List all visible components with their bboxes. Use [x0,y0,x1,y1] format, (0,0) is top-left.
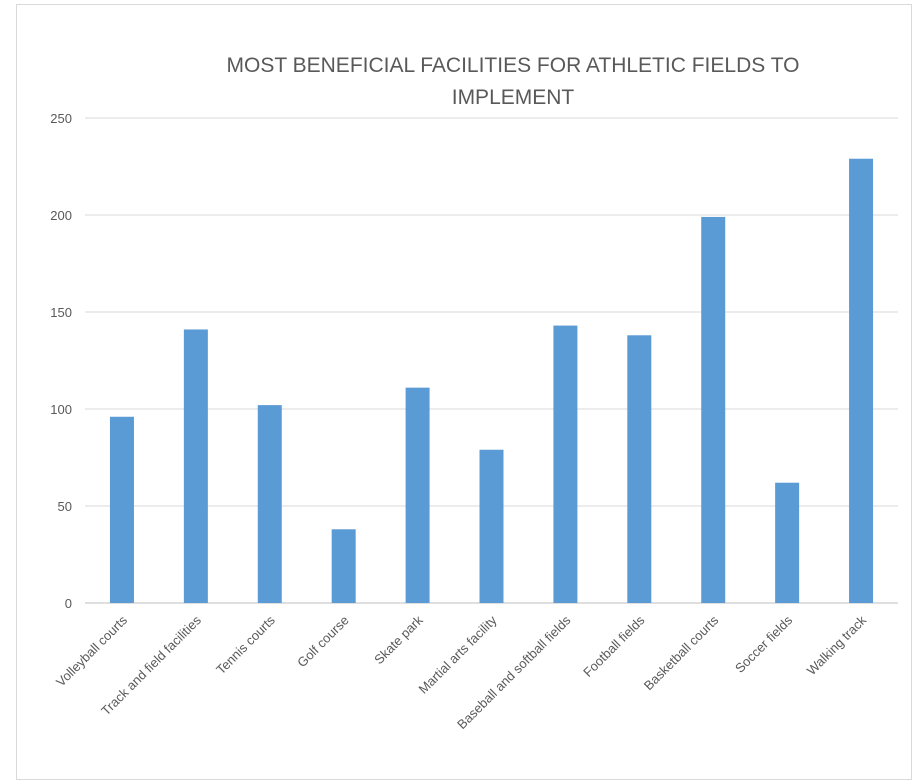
x-tick-label: Volleyball courts [53,612,130,689]
x-tick-label: Walking track [804,612,870,678]
bar [775,482,800,603]
bar [627,335,652,603]
bar [553,325,578,603]
bar [257,405,282,603]
x-tick-label: Soccer fields [732,612,796,676]
chart-title-line-2: IMPLEMENT [452,86,575,109]
x-tick-label: Skate park [371,612,426,667]
y-tick-label: 150 [50,305,72,320]
gridlines [85,117,898,604]
bar [109,416,134,603]
bar [183,329,208,603]
y-axis-ticks: 0 50 100 150 200 250 [50,111,72,611]
bars [109,158,874,604]
x-tick-label: Martial arts facility [415,612,500,697]
chart-title-line-1: MOST BENEFICIAL FACILITIES FOR ATHLETIC … [227,54,800,77]
y-tick-label: 200 [50,208,72,223]
y-tick-label: 50 [58,499,72,514]
y-tick-label: 0 [65,596,72,611]
x-tick-label: Golf course [294,613,352,671]
x-tick-label: Tennis courts [213,612,278,677]
x-tick-label: Basketball courts [641,612,722,693]
y-tick-label: 250 [50,111,72,126]
bar [405,387,430,603]
chart-frame [16,4,912,780]
y-tick-label: 100 [50,402,72,417]
bar [849,158,874,604]
bar [479,449,504,603]
bar [331,529,356,603]
x-tick-label: Football fields [580,612,648,680]
bar [701,216,726,603]
